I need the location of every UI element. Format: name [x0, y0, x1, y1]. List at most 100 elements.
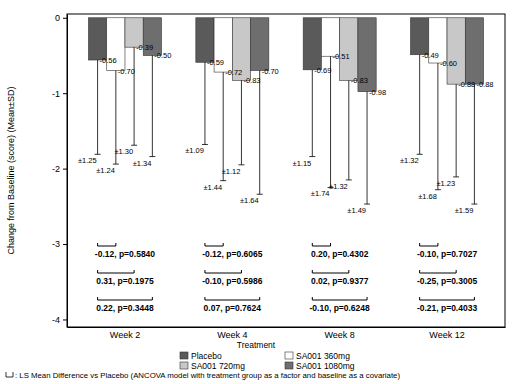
bar	[88, 18, 106, 60]
y-axis-line	[67, 15, 68, 328]
y-axis-title: Change from Baseline (score) (Mean±SD)	[6, 86, 16, 254]
data-label: -0.59	[207, 58, 224, 67]
error-label: ±1.24	[96, 166, 115, 175]
error-cap	[435, 189, 441, 190]
x-tick-label: Week 2	[110, 330, 140, 340]
bar	[447, 18, 465, 84]
error-bar	[220, 72, 226, 181]
error-bar	[238, 80, 244, 164]
error-whisker	[97, 60, 98, 154]
legend-label: SA001 720mg	[191, 361, 245, 371]
error-cap	[417, 154, 423, 155]
chart: 0-1-2-3-4Week 2Week 4Week 8Week 12-0.56±…	[0, 0, 512, 384]
error-cap	[238, 164, 244, 165]
data-label: -0.70	[262, 67, 279, 76]
error-bar	[435, 63, 441, 190]
error-label: ±1.30	[114, 147, 133, 156]
y-tick: -2	[52, 164, 67, 174]
error-whisker	[223, 72, 224, 181]
footnote: : LS Mean Difference vs Placebo (ANCOVA …	[15, 371, 400, 380]
comparison-label: -0.21, p=0.4033	[417, 303, 478, 313]
error-bar	[346, 80, 352, 180]
legend-swatch	[285, 352, 293, 359]
legend-label: SA001 1080mg	[296, 361, 355, 371]
error-whisker	[259, 71, 260, 195]
error-bar	[257, 71, 263, 195]
error-cap	[471, 204, 477, 205]
error-label: ±1.32	[329, 182, 348, 191]
error-whisker	[348, 80, 349, 180]
error-bar	[202, 62, 208, 144]
error-label: ±1.34	[133, 159, 152, 168]
y-tick-mark	[63, 18, 67, 19]
comparison-bracket	[98, 270, 134, 273]
error-whisker	[330, 56, 331, 187]
bar	[303, 18, 321, 70]
plot: 0-1-2-3-4Week 2Week 4Week 8Week 12-0.56±…	[52, 13, 506, 340]
footnote-symbol	[6, 372, 13, 377]
error-label: ±1.44	[203, 183, 222, 192]
error-cap	[131, 145, 137, 146]
error-cap	[220, 180, 226, 181]
comparison-bracket	[420, 297, 475, 300]
x-tick: Week 2	[110, 327, 140, 340]
error-cap	[149, 156, 155, 157]
comparison-bracket	[205, 270, 242, 273]
data-label: -0.60	[440, 59, 457, 68]
data-label: -0.83	[243, 76, 260, 85]
comparison-bracket	[205, 297, 260, 300]
error-label: ±1.64	[240, 196, 259, 205]
x-tick-label: Week 12	[429, 330, 464, 340]
y-axis: 0-1-2-3-4	[52, 13, 68, 327]
legend-swatch	[180, 352, 188, 359]
error-label: ±1.25	[78, 156, 97, 165]
comparison-bracket	[312, 270, 349, 273]
error-cap	[202, 144, 208, 145]
x-tick: Week 12	[429, 327, 464, 340]
error-whisker	[134, 47, 135, 145]
bar	[465, 18, 483, 84]
data-label: -0.88	[458, 80, 475, 89]
comparison-label: 0.22, p=0.3448	[96, 303, 154, 313]
error-label: ±1.23	[436, 179, 455, 188]
y-tick: -1	[52, 89, 67, 99]
x-tick-label: Week 8	[324, 330, 354, 340]
x-axis-line	[68, 327, 506, 328]
error-label: ±1.12	[222, 167, 241, 176]
bar	[321, 18, 339, 56]
comparison-bracket	[420, 270, 457, 273]
data-label: -0.51	[333, 52, 350, 61]
error-label: ±1.49	[347, 206, 366, 215]
error-cap	[453, 176, 459, 177]
data-label: -0.98	[369, 88, 386, 97]
bar	[251, 18, 269, 71]
error-whisker	[204, 62, 205, 144]
comparison-label: 0.02, p=0.9377	[311, 276, 369, 286]
error-whisker	[241, 80, 242, 164]
y-tick-mark	[63, 244, 67, 245]
comparison-label: -0.12, p=0.5840	[95, 249, 156, 259]
data-label: -0.88	[476, 80, 493, 89]
data-label: -0.49	[422, 51, 439, 60]
bar	[340, 18, 358, 81]
error-bar	[328, 56, 334, 187]
error-whisker	[312, 70, 313, 157]
error-bar	[453, 84, 459, 177]
y-tick-label: -1	[52, 89, 60, 99]
error-label: ±1.59	[455, 206, 474, 215]
comparison-bracket	[205, 243, 223, 246]
error-whisker	[152, 55, 153, 156]
error-cap	[95, 154, 101, 155]
data-label: -0.50	[154, 51, 171, 60]
comparison-label: 0.31, p=0.1975	[96, 276, 154, 286]
y-tick-label: -3	[52, 239, 60, 249]
labels: -0.56±1.25-0.59±1.09-0.69±1.15-0.49±1.32…	[78, 43, 494, 313]
error-bar	[131, 47, 137, 145]
error-bar	[95, 60, 101, 154]
error-bar	[417, 55, 423, 155]
legend-label: SA001 360mg	[296, 351, 350, 361]
comparison-bracket	[312, 297, 367, 300]
comparison-label: -0.10, p=0.7027	[417, 249, 478, 259]
error-cap	[309, 156, 315, 157]
marks	[88, 18, 483, 204]
